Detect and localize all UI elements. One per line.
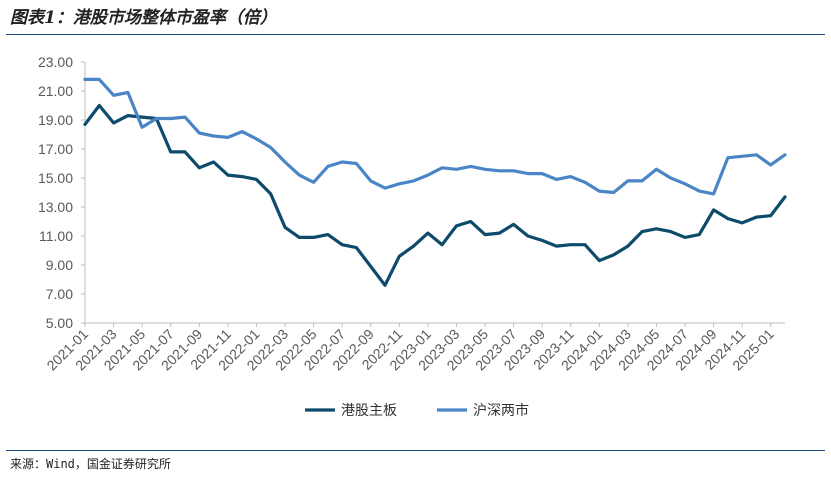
axis-layer: 5.00 7.00 9.00 11.00 13.00 15.00 17.00 19.00 21.… xyxy=(38,54,785,373)
chart-title: 图表1：港股市场整体市盈率（倍） xyxy=(10,8,277,28)
series-line-hk-main-board xyxy=(83,103,787,287)
y-tick-label: 7.00 xyxy=(46,286,73,302)
y-tick-label: 17.00 xyxy=(38,141,73,157)
legend: 港股主板 沪深两市 xyxy=(305,402,529,419)
source-note: 来源：Wind，国金证券研究所 xyxy=(10,457,171,471)
y-tick-label: 5.00 xyxy=(46,315,73,331)
source-divider xyxy=(6,450,825,451)
line-chart: 5.00 7.00 9.00 11.00 13.00 15.00 17.00 19.00 21.… xyxy=(38,54,787,419)
y-tick-label: 9.00 xyxy=(46,257,73,273)
y-tick-label: 23.00 xyxy=(38,54,73,70)
title-divider xyxy=(6,34,825,35)
y-tick-label: 11.00 xyxy=(39,228,73,244)
y-tick-label: 13.00 xyxy=(38,199,73,215)
series-line-shanghai-shenzhen xyxy=(83,77,787,196)
legend-label: 沪深两市 xyxy=(473,402,529,419)
series-layer xyxy=(83,77,787,287)
y-tick-label: 21.00 xyxy=(38,83,73,99)
legend-label: 港股主板 xyxy=(341,403,397,419)
y-tick-label: 19.00 xyxy=(38,112,73,128)
y-tick-label: 15.00 xyxy=(38,170,73,186)
